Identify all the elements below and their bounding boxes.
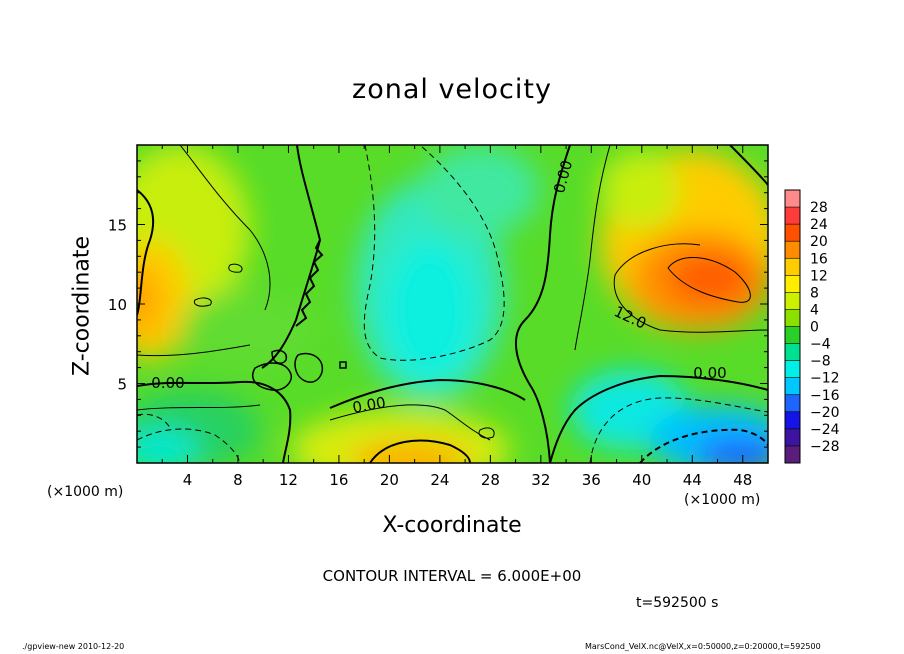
y-axis-label: Z-coordinate [69, 236, 95, 376]
colorbar-segment [785, 292, 800, 310]
x-tick-label: 4 [183, 471, 193, 489]
colorbar-tick-label: 12 [810, 268, 828, 284]
colorbar-segment [785, 411, 800, 430]
x-tick-label: 40 [632, 471, 651, 489]
x-tick-label: 8 [233, 471, 243, 489]
y-tick-label: 10 [108, 296, 127, 314]
colorbar-segment [785, 360, 800, 379]
x-tick-label: 20 [380, 471, 399, 489]
time-label: t=592500 s [636, 595, 719, 611]
contour-label: 0.00 [351, 393, 387, 417]
colorbar-segment [785, 241, 800, 259]
colorbar-tick-label: −16 [810, 388, 840, 404]
colorbar-tick-label: 0 [810, 320, 819, 336]
colorbar-tick-label: 24 [810, 217, 828, 233]
colorbar-segment [785, 224, 800, 242]
colorbar-segment [785, 207, 800, 225]
x-tick-label: 36 [582, 471, 601, 489]
x-tick-label: 28 [481, 471, 500, 489]
x-tick-label: 16 [329, 471, 348, 489]
colorbar-segment [785, 343, 800, 362]
colorbar-tick-label: 20 [810, 234, 828, 250]
colorbar-tick-label: 8 [810, 285, 819, 301]
colorbar-tick-label: −4 [810, 337, 831, 353]
colorbar-segment [785, 428, 800, 447]
colorbar-tick-label: −28 [810, 439, 840, 455]
x-tick-label: 24 [430, 471, 449, 489]
x-tick-label: 48 [733, 471, 752, 489]
x-axis-label: X-coordinate [382, 513, 522, 538]
contour-interval-label: CONTOUR INTERVAL = 6.000E+00 [322, 567, 582, 585]
y-tick-label: 15 [108, 217, 127, 235]
footer-right: MarsCond_VelX.nc@VelX,x=0:50000,z=0:2000… [585, 642, 821, 651]
colorbar-tick-label: 4 [810, 302, 819, 318]
colorbar-segment [785, 190, 800, 208]
colorbar-segment [785, 394, 800, 413]
x-tick-label: 12 [279, 471, 298, 489]
y-tick-label: 5 [117, 376, 127, 394]
x-unit-label-right: (×1000 m) [684, 492, 761, 508]
x-unit-label-left: (×1000 m) [47, 484, 124, 500]
contour-label: 0.00 [151, 374, 184, 392]
velocity-field [137, 145, 768, 463]
colorbar-tick-label: 16 [810, 251, 828, 267]
contour-label: 0.00 [693, 364, 726, 382]
x-tick-label: 44 [683, 471, 702, 489]
colorbar-tick-label: −8 [810, 354, 831, 370]
x-tick-label: 32 [531, 471, 550, 489]
colorbar-segment [785, 309, 800, 327]
chart-title: zonal velocity [352, 74, 552, 105]
colorbar-segment [785, 258, 800, 276]
colorbar-segment [785, 326, 800, 345]
colorbar-tick-label: −12 [810, 371, 840, 387]
colorbar-tick-label: −24 [810, 422, 840, 438]
colorbar-segment [785, 377, 800, 396]
colorbar-tick-label: 28 [810, 200, 828, 216]
colorbar-tick-label: −20 [810, 405, 840, 421]
colorbar-segment [785, 445, 800, 464]
colorbar-segment [785, 275, 800, 293]
footer-left: ./gpview-new 2010-12-20 [22, 642, 125, 651]
